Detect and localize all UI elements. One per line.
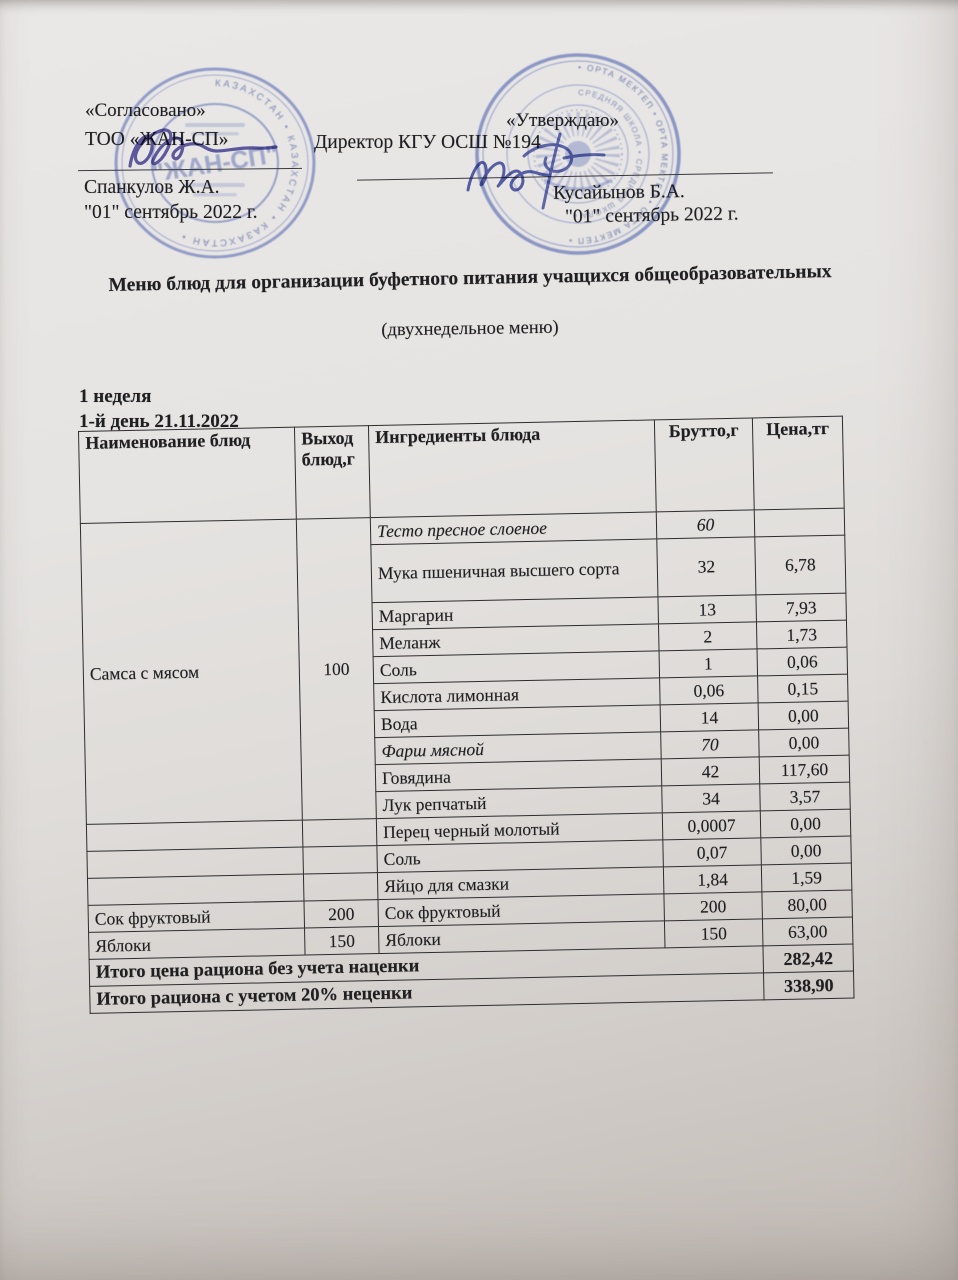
- dish-output-cell: 100: [296, 517, 377, 821]
- price-cell: 6,78: [754, 535, 846, 595]
- price-cell: 0,00: [758, 701, 849, 730]
- total-value-cell: 338,90: [763, 971, 855, 1000]
- brutto-cell: 2: [658, 621, 758, 651]
- total-value-cell: 282,42: [762, 944, 854, 973]
- brutto-cell: 1,84: [663, 864, 762, 894]
- price-cell: 63,00: [762, 917, 853, 946]
- brutto-cell: 42: [661, 756, 760, 786]
- header-dish: Наименование блюд: [78, 427, 297, 524]
- dish-output-cell: 200: [303, 899, 379, 929]
- approval-right-org: Директор КГУ ОСШ №194: [314, 132, 541, 153]
- price-cell: 0,15: [757, 674, 849, 703]
- header-ingredients: Ингредиенты блюда: [368, 419, 657, 518]
- brutto-cell: 32: [656, 536, 756, 597]
- document-title: Меню блюд для организации буфетного пита…: [108, 261, 832, 296]
- price-cell: 1,73: [756, 620, 847, 649]
- signature-right: [466, 132, 606, 210]
- price-cell: 3,57: [759, 782, 851, 811]
- price-cell: 117,60: [759, 755, 850, 784]
- brutto-cell: 70: [660, 729, 760, 759]
- brutto-cell: 0,07: [662, 837, 762, 867]
- empty-output-cell: [302, 845, 378, 875]
- dish-name-cell: Самса с мясом: [80, 519, 303, 825]
- price-cell: [754, 508, 845, 537]
- price-cell: 0,00: [760, 809, 851, 838]
- brutto-cell: 13: [657, 594, 757, 624]
- empty-output-cell: [302, 818, 377, 848]
- header-output: Выход блюд,г: [294, 425, 371, 520]
- dish-name-cell: Яблоки: [88, 928, 306, 960]
- price-cell: 7,93: [755, 593, 847, 622]
- ingredient-cell: Мука пшеничная высшего сорта: [370, 538, 658, 603]
- brutto-cell: 60: [656, 509, 755, 539]
- price-cell: 0,00: [760, 836, 852, 865]
- empty-dish-cell: [87, 874, 304, 906]
- empty-output-cell: [303, 872, 378, 902]
- brutto-cell: 1: [659, 648, 758, 678]
- table-header-row: Наименование блюд Выход блюд,г Ингредиен…: [78, 416, 845, 524]
- price-cell: 80,00: [761, 890, 853, 919]
- approval-right-label: «Утверждаю»: [506, 110, 619, 131]
- signature-left: [128, 128, 278, 168]
- approval-left-label: «Согласовано»: [85, 100, 206, 121]
- brutto-cell: 0,06: [659, 675, 759, 705]
- price-cell: 0,06: [757, 647, 848, 676]
- week-label: 1 неделя: [79, 386, 152, 407]
- price-cell: 1,59: [761, 863, 852, 892]
- brutto-cell: 14: [660, 702, 759, 732]
- price-cell: 0,00: [758, 728, 850, 757]
- menu-table: Наименование блюд Выход блюд,г Ингредиен…: [78, 416, 855, 1014]
- brutto-cell: 150: [664, 918, 763, 948]
- day-label: 1-й день 21.11.2022: [79, 411, 239, 432]
- brutto-cell: 200: [663, 891, 763, 921]
- header-price: Цена,тг: [752, 416, 845, 510]
- empty-dish-cell: [86, 847, 304, 879]
- brutto-cell: 34: [661, 783, 761, 813]
- round-stamp-right-school: • ОРТА МЕКТЕП • ОРТА МЕКТЕП • ОРТА МЕКТЕ…: [475, 53, 681, 255]
- approval-left-date: "01" сентябрь 2022 г.: [84, 202, 258, 223]
- approval-left-name: Спанкулов Ж.А.: [84, 177, 220, 198]
- dish-output-cell: 150: [304, 926, 380, 956]
- document-subtitle: (двухнедельное меню): [381, 317, 559, 341]
- header-brutto: Брутто,г: [654, 417, 755, 512]
- brutto-cell: 0,0007: [662, 810, 761, 840]
